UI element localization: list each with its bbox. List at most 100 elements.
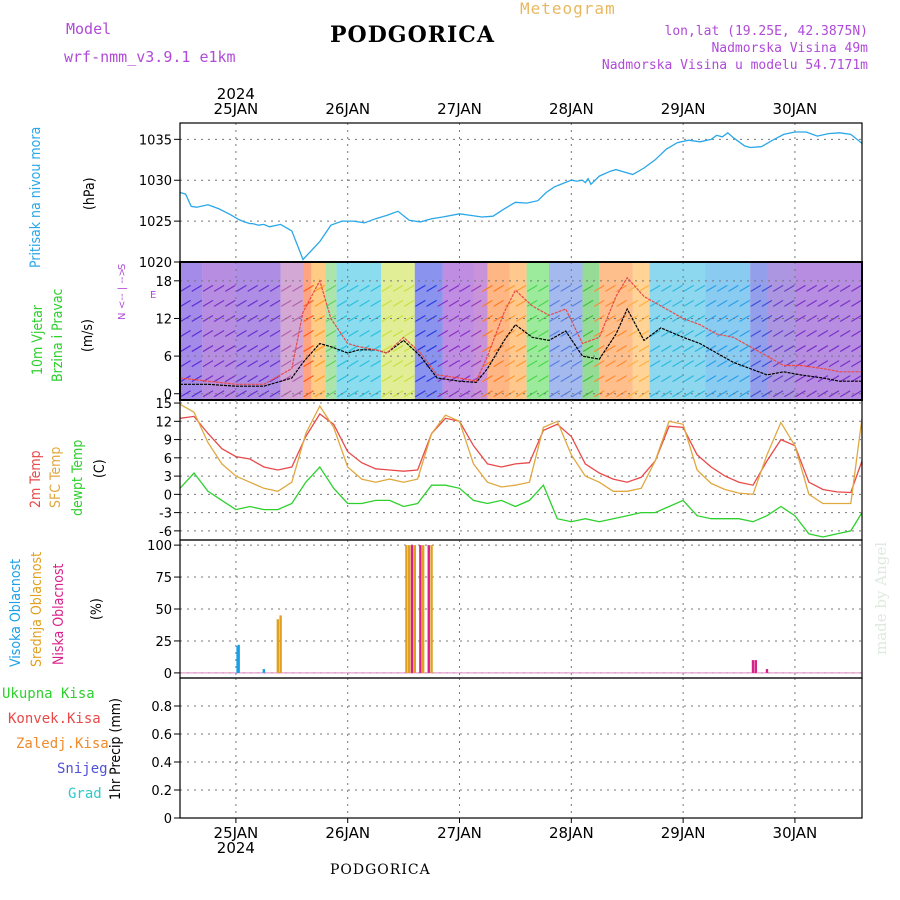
model-label: Model [66, 20, 112, 38]
wind-barb [269, 390, 281, 398]
wind-barb [851, 345, 862, 353]
wind-barb [280, 345, 292, 353]
wind-barb [538, 329, 549, 338]
wind-barb [515, 284, 527, 292]
wind-barb [236, 345, 247, 353]
wind-barb [336, 284, 348, 292]
wind-barb [415, 299, 426, 307]
y-tick-label: 0 [164, 488, 172, 503]
wind-barb [269, 284, 281, 292]
bar-srednja-oblacnost [276, 619, 280, 673]
wind-barb [347, 329, 359, 338]
wind-barb [560, 375, 572, 383]
wind-barb [470, 390, 482, 398]
wind-barb [493, 360, 504, 368]
wind-barb [538, 390, 549, 398]
wind-barb [549, 299, 560, 307]
wind-barb [392, 299, 404, 307]
top-year-label: 2024 [217, 85, 255, 103]
wind-barb [795, 345, 806, 353]
wind-barb [571, 375, 583, 383]
wind-barb [549, 284, 560, 292]
wind-barb [817, 375, 829, 383]
wind-barb [716, 345, 728, 353]
wind-barb [459, 345, 471, 353]
wind-barb [437, 329, 449, 338]
elevation-label: Nadmorska Visina 49m [711, 41, 868, 56]
panel-precip: 0 0.2 0.4 0.6 0.8 [151, 677, 863, 827]
wind-barb [593, 375, 605, 383]
wind-barb [213, 375, 225, 383]
wind-barb [795, 390, 806, 398]
bar-niska-oblacnost [765, 669, 769, 673]
top-day-label: 26JAN [325, 100, 370, 118]
wind-barb [661, 345, 672, 353]
wind-barb [772, 284, 784, 292]
bar-srednja-oblacnost [279, 615, 282, 673]
wind-barb [649, 345, 661, 353]
wind-barb [336, 375, 348, 383]
wind-barb [761, 375, 773, 383]
wind-barb [470, 314, 482, 322]
wind-band-6 [325, 262, 337, 400]
wind-barb [839, 360, 851, 368]
wind-barb [292, 390, 303, 398]
wind-barb [493, 345, 504, 353]
wind-barb [772, 299, 784, 307]
wind-barb [817, 345, 829, 353]
wind-barb [459, 284, 471, 292]
wind-barb [750, 299, 762, 307]
wind-barb [213, 299, 225, 307]
wind-barb [839, 329, 851, 338]
wind-barb [761, 284, 773, 292]
wind-barb [784, 375, 795, 383]
wind-barb [482, 329, 493, 338]
wind-barb [784, 284, 795, 292]
wind-barb [538, 284, 549, 292]
bar-srednja-oblacnost [413, 545, 416, 673]
wind-barb [593, 284, 605, 292]
wind-barb [202, 390, 214, 398]
wind-barb [728, 284, 739, 292]
wind-barb [750, 329, 762, 338]
wind-barb [437, 345, 449, 353]
wind-barb [526, 284, 538, 292]
series-sfc-temp [180, 403, 862, 505]
wind-barb [280, 284, 292, 292]
y-tick-label: 12 [155, 312, 172, 327]
wind-barb [370, 329, 381, 338]
wind-barb [359, 360, 370, 368]
wind-barb [258, 284, 270, 292]
wind-barb [828, 299, 840, 307]
wind-barb [683, 390, 695, 398]
wind-barb [649, 284, 661, 292]
wind-barb [694, 375, 706, 383]
wind-barb [370, 299, 381, 307]
y-tick-label: 75 [155, 571, 172, 586]
wind-barb [638, 375, 650, 383]
y-tick-label: 6 [164, 452, 172, 467]
wind-barb [314, 345, 326, 353]
wind-barb [437, 390, 449, 398]
wind-barb [359, 284, 370, 292]
y-tick-label: 15 [155, 397, 172, 412]
wind-barb [426, 314, 437, 322]
wind-barb [828, 390, 840, 398]
series-gust [180, 276, 862, 385]
wind-barb [515, 329, 527, 338]
wind-barb [191, 299, 203, 307]
wind-barb [459, 390, 471, 398]
wind-barb [616, 360, 627, 368]
y-tick-label: 0.2 [151, 784, 172, 799]
wind-barb [806, 284, 817, 292]
wind-barb [828, 284, 840, 292]
wind-barb [761, 314, 773, 322]
wind-band-0 [180, 262, 203, 400]
wind-barb [750, 345, 762, 353]
wind-barb [627, 299, 639, 307]
wind-barb [795, 314, 806, 322]
wind-barb [258, 360, 270, 368]
wind-barb [437, 360, 449, 368]
wind-barb [817, 390, 829, 398]
wind-barb [280, 375, 292, 383]
